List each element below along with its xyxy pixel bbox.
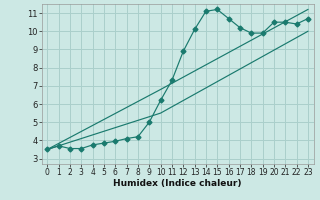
X-axis label: Humidex (Indice chaleur): Humidex (Indice chaleur) bbox=[113, 179, 242, 188]
